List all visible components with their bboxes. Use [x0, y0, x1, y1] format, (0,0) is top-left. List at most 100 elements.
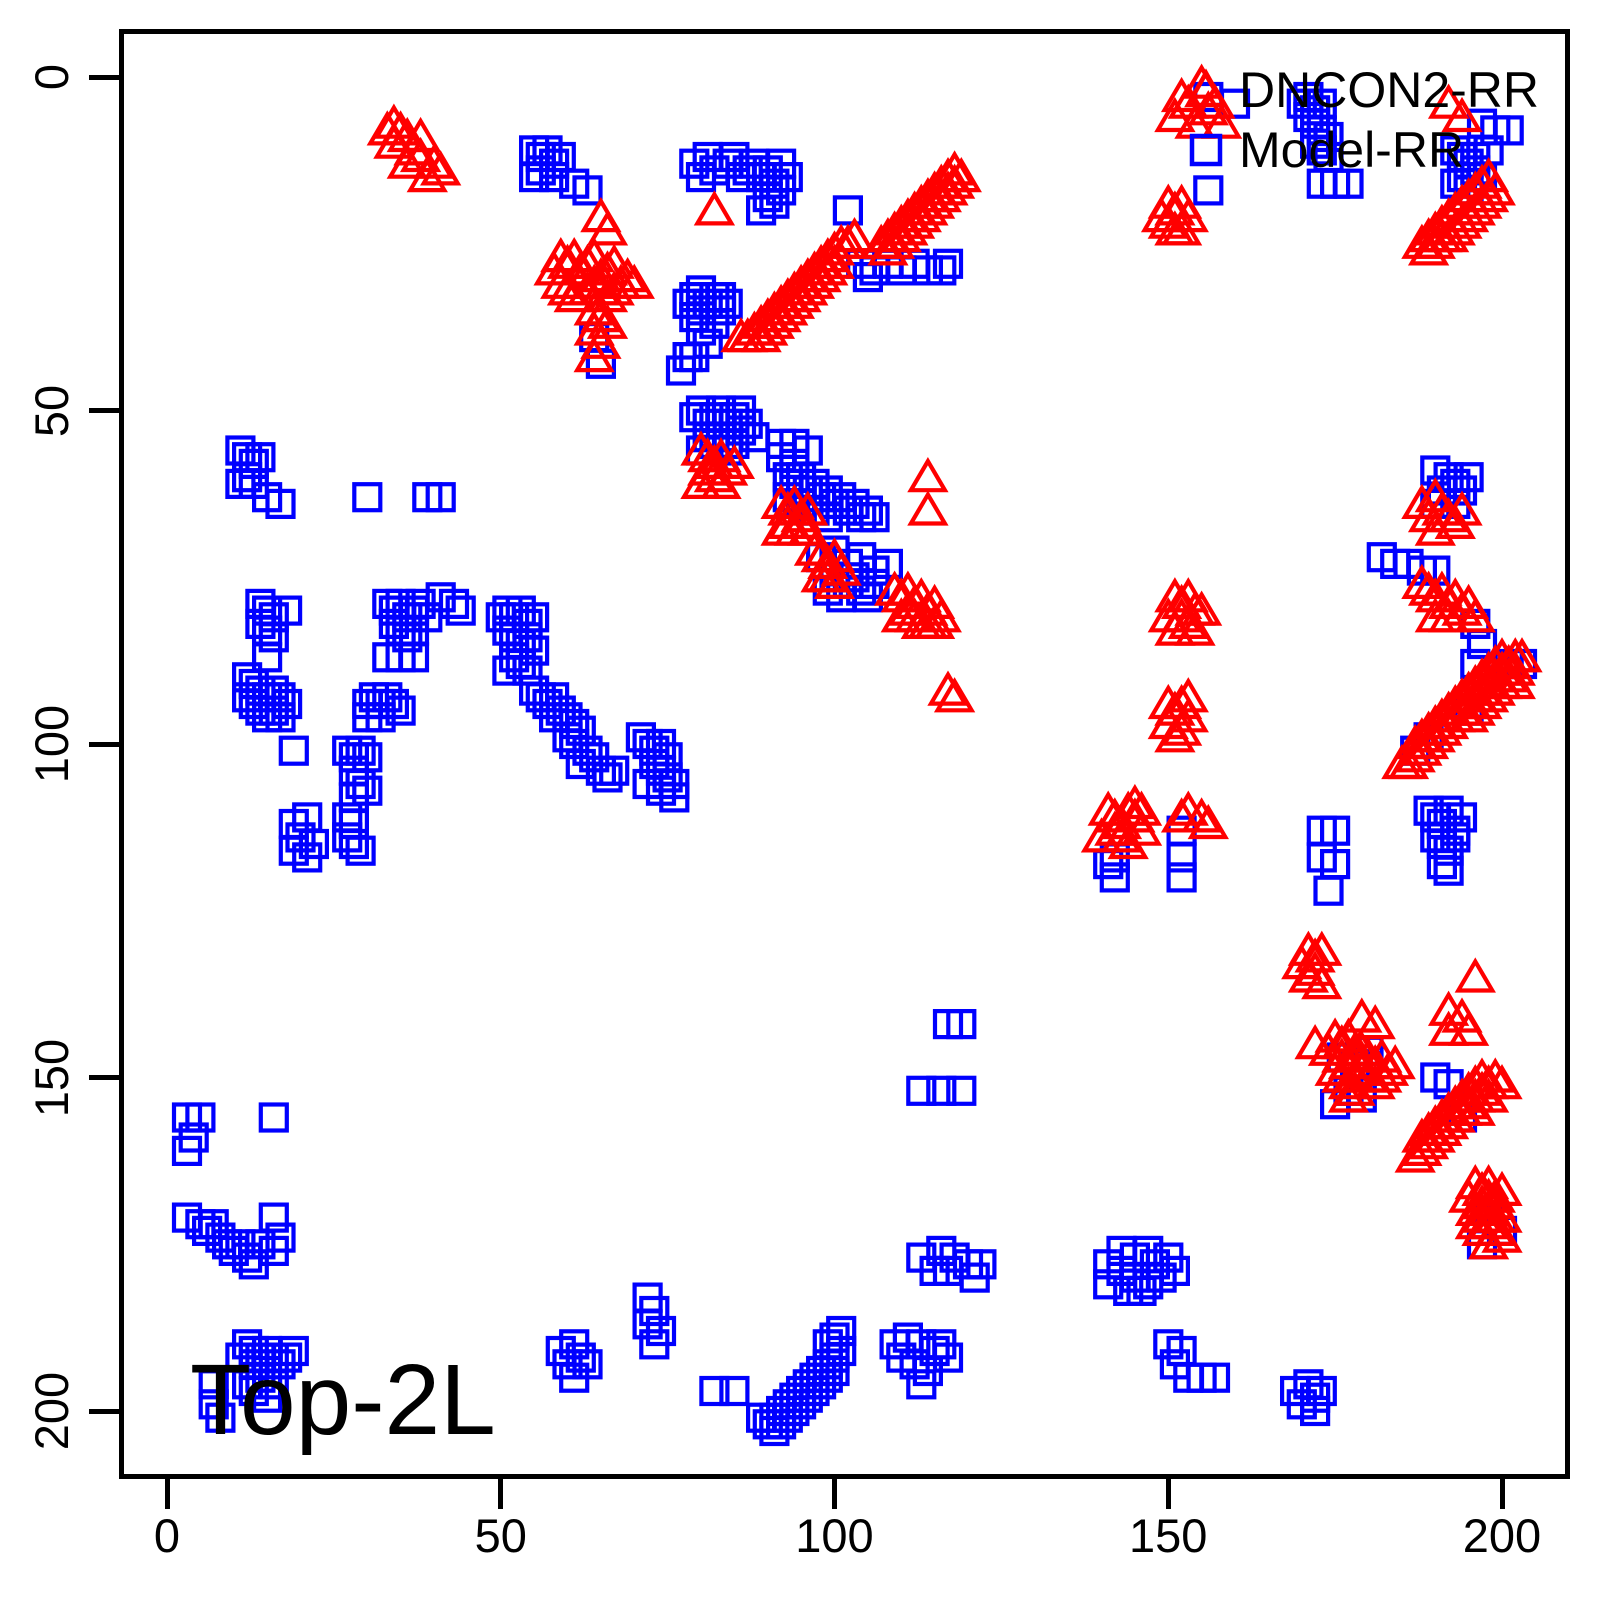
- model-rr-point: [1446, 802, 1478, 833]
- model-rr-point: [1126, 1275, 1157, 1307]
- dncon2-rr-point: [693, 190, 736, 226]
- dncon2-rr-point: [1187, 803, 1229, 840]
- dncon2-rr-point: [1367, 1050, 1410, 1086]
- x-tick-label: 100: [795, 1509, 874, 1562]
- dncon2-rr-point: [1421, 216, 1463, 253]
- model-rr-point: [765, 175, 797, 206]
- dncon2-rr-point: [1160, 76, 1203, 113]
- model-rr-point: [852, 262, 884, 293]
- dncon2-rr-point: [913, 603, 956, 640]
- model-rr-point: [252, 1382, 283, 1413]
- plot-border: [119, 29, 1570, 1479]
- model-rr-point: [258, 1102, 289, 1133]
- model-rr-point: [265, 702, 296, 733]
- dncon2-rr-point: [827, 223, 869, 259]
- x-tick: [1499, 1479, 1505, 1509]
- y-tick: [89, 408, 119, 413]
- dncon2-rr-point: [1474, 170, 1516, 206]
- dncon2-rr-point: [1167, 790, 1209, 826]
- model-rr-point: [1093, 1269, 1124, 1300]
- model-rr-point: [725, 395, 757, 426]
- y-tick-label: 100: [25, 704, 78, 784]
- legend-item-model: Model-RR: [1183, 120, 1539, 180]
- legend: DNCON2-RR Model-RR: [1183, 60, 1539, 180]
- dncon2-rr-point: [540, 263, 582, 299]
- x-tick: [498, 1479, 504, 1509]
- dncon2-rr-point: [1114, 783, 1156, 820]
- dncon2-rr-point: [713, 443, 756, 479]
- dncon2-rr-point: [1447, 1177, 1490, 1213]
- model-rr-point: [445, 595, 476, 626]
- model-rr-point: [398, 642, 430, 673]
- dncon2-rr-point: [1481, 1064, 1523, 1100]
- model-rr-point: [906, 1075, 937, 1106]
- dncon2-rr-point: [386, 143, 428, 179]
- dncon2-rr-point: [1421, 1097, 1463, 1133]
- model-rr-point: [759, 1415, 790, 1447]
- model-rr-point: [265, 488, 296, 519]
- model-rr-point: [352, 482, 383, 513]
- model-rr-point: [1306, 135, 1337, 166]
- model-rr-point: [385, 695, 416, 726]
- model-rr-point: [639, 1329, 670, 1360]
- x-tick-label: 150: [1129, 1509, 1208, 1562]
- model-rr-point: [1166, 862, 1197, 893]
- dncon2-rr-point: [1421, 697, 1463, 733]
- dncon2-rr-point: [813, 243, 856, 279]
- dncon2-rr-point: [760, 510, 802, 546]
- dncon2-rr-point: [867, 230, 909, 266]
- dncon2-rr-point: [1447, 697, 1490, 733]
- dncon2-rr-point: [1427, 497, 1470, 533]
- dncon2-rr-point: [366, 110, 408, 146]
- model-rr-point: [946, 1075, 977, 1106]
- model-rr-point: [438, 588, 470, 620]
- model-rr-point: [812, 1329, 843, 1360]
- legend-triangle-marker: [1184, 68, 1228, 108]
- dncon2-rr-point: [1381, 743, 1423, 780]
- model-rr-point: [258, 622, 289, 653]
- y-tick-label: 0: [25, 63, 78, 91]
- legend-label-dncon2: DNCON2-RR: [1239, 62, 1539, 118]
- dncon2-rr-point: [1454, 1204, 1496, 1240]
- dncon2-rr-point: [807, 250, 849, 286]
- dncon2-rr-point: [1154, 717, 1196, 753]
- dncon2-rr-point: [1414, 1104, 1456, 1140]
- model-rr-point: [812, 502, 843, 533]
- dncon2-rr-point: [1407, 710, 1450, 746]
- model-rr-point: [238, 1249, 269, 1280]
- model-rr-point: [926, 255, 957, 286]
- model-rr-point: [592, 762, 623, 793]
- dncon2-rr-point: [406, 156, 448, 193]
- dncon2-rr-point: [940, 156, 982, 193]
- dncon2-rr-point: [1160, 797, 1203, 833]
- x-tick-label: 200: [1462, 1509, 1542, 1562]
- model-rr-point: [1199, 1362, 1231, 1393]
- model-rr-point: [378, 608, 409, 640]
- model-rr-point: [292, 842, 323, 873]
- dncon2-rr-point: [1454, 690, 1496, 726]
- dncon2-rr-point: [1147, 597, 1189, 633]
- dncon2-rr-point: [573, 290, 615, 326]
- dncon2-rr-point: [1154, 210, 1196, 246]
- dncon2-rr-point: [933, 677, 976, 713]
- model-rr-point: [538, 702, 570, 733]
- dncon2-rr-point: [1154, 96, 1196, 133]
- model-rr-point: [538, 162, 570, 193]
- model-rr-point: [959, 1262, 990, 1293]
- dncon2-rr-point: [1427, 83, 1470, 119]
- dncon2-rr-point: [1407, 230, 1450, 266]
- dncon2-rr-point: [1461, 1197, 1503, 1233]
- model-rr-point: [258, 1202, 289, 1233]
- model-rr-point: [225, 468, 256, 499]
- model-rr-point: [518, 162, 550, 193]
- model-rr-point: [572, 1349, 603, 1380]
- model-rr-point: [919, 1255, 950, 1287]
- dncon2-rr-point: [680, 463, 722, 499]
- model-rr-point: [812, 1362, 843, 1393]
- y-tick-label: 50: [25, 384, 78, 437]
- triangle-icon: [1184, 68, 1228, 108]
- dncon2-rr-point: [933, 163, 976, 199]
- dncon2-rr-point: [1394, 1137, 1436, 1173]
- dncon2-rr-point: [907, 457, 949, 493]
- model-rr-point: [832, 195, 864, 226]
